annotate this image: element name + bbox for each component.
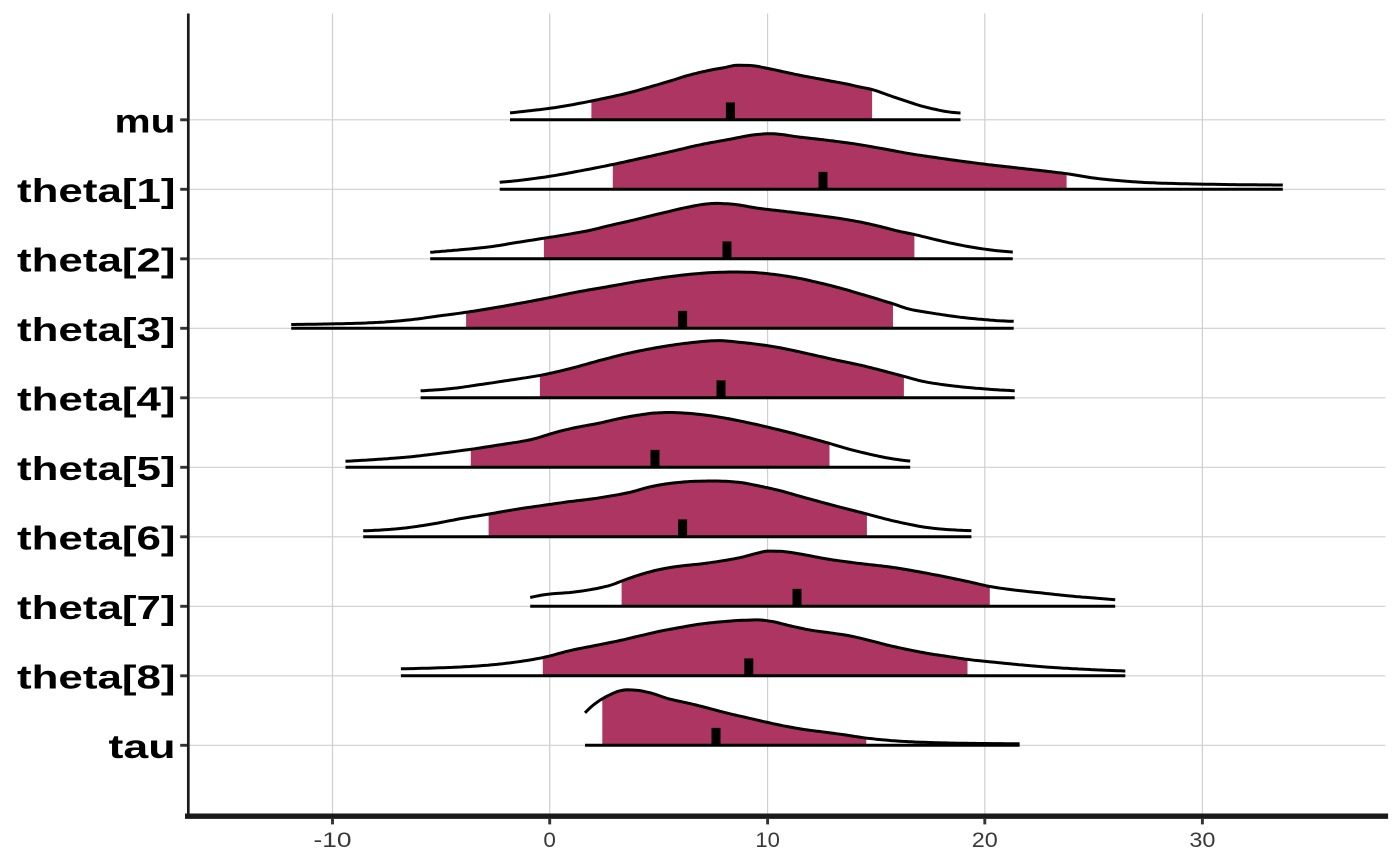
svg-text:20: 20 — [972, 828, 998, 852]
svg-text:mu: mu — [115, 102, 176, 139]
svg-text:theta[7]: theta[7] — [17, 589, 176, 626]
svg-text:theta[3]: theta[3] — [17, 311, 176, 348]
svg-text:10: 10 — [755, 828, 780, 852]
svg-text:theta[8]: theta[8] — [17, 658, 176, 695]
svg-text:0: 0 — [543, 828, 556, 852]
svg-text:theta[5]: theta[5] — [17, 450, 176, 487]
svg-text:-10: -10 — [314, 828, 352, 852]
svg-text:tau: tau — [109, 728, 176, 765]
svg-text:theta[2]: theta[2] — [17, 241, 176, 278]
svg-text:theta[4]: theta[4] — [17, 380, 176, 417]
svg-text:theta[1]: theta[1] — [17, 172, 176, 209]
svg-text:30: 30 — [1189, 828, 1215, 852]
svg-text:theta[6]: theta[6] — [17, 519, 176, 556]
